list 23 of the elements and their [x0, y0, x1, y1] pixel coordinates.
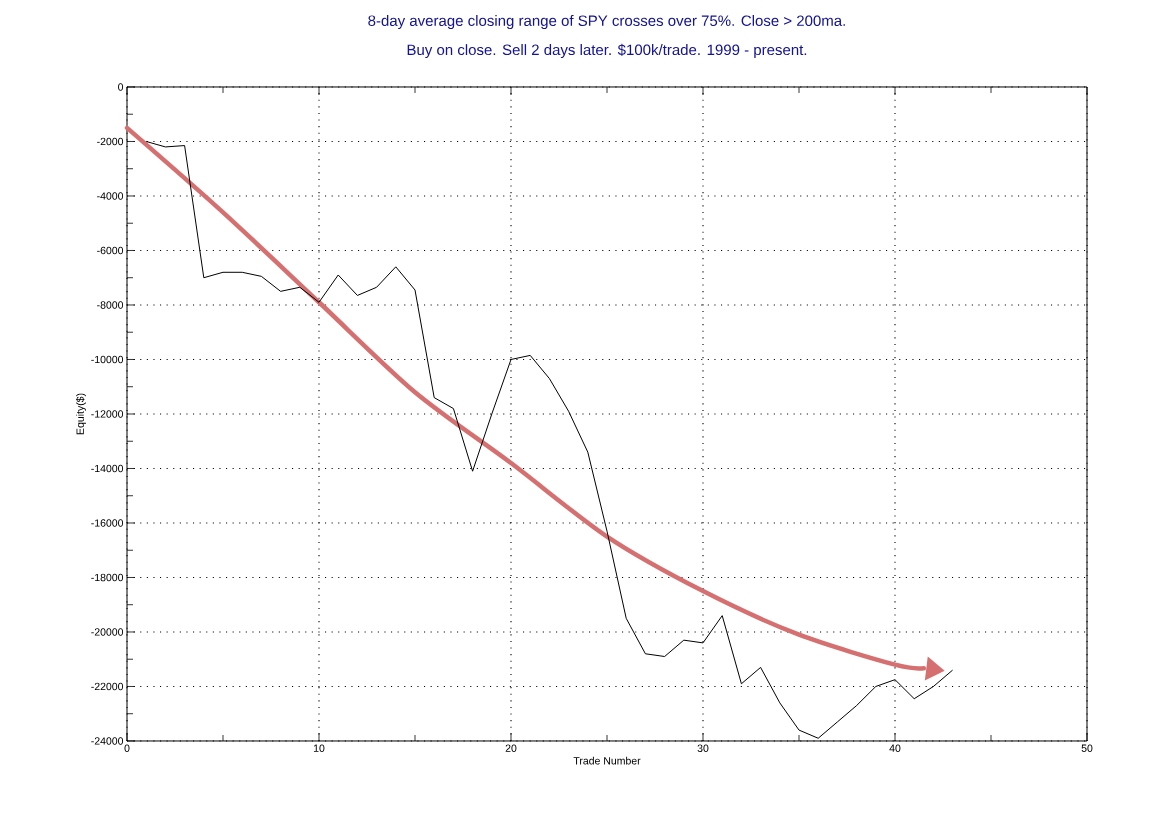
chart-title: 8-day average closing range of SPY crosses over 75%. Close > 200ma. — [368, 14, 845, 29]
y-tick-label: -6000 — [97, 246, 124, 255]
y-tick-label: -2000 — [97, 137, 124, 146]
x-tick-label: 10 — [313, 744, 325, 752]
x-tick-label: 0 — [124, 744, 130, 752]
y-tick-label: -8000 — [97, 301, 124, 309]
y-tick-label: -14000 — [91, 464, 124, 473]
chart-subtitle: Buy on close. Sell 2 days later. $100k/trade. 1999 - present. — [407, 43, 807, 59]
y-tick-label: 0 — [118, 83, 124, 91]
y-tick-label: -22000 — [91, 682, 124, 691]
y-tick-label: -24000 — [91, 737, 124, 745]
y-tick-label: -16000 — [91, 519, 124, 527]
y-tick-label: -20000 — [91, 628, 124, 636]
y-tick-label: -12000 — [91, 410, 124, 418]
y-axis-title: Equity($) — [76, 393, 86, 435]
y-tick-label: -4000 — [97, 192, 124, 200]
x-tick-label: 20 — [505, 744, 517, 752]
x-axis-title: Trade Number — [573, 756, 641, 765]
x-tick-label: 50 — [1081, 744, 1093, 752]
x-tick-label: 30 — [697, 744, 709, 752]
y-tick-label: -10000 — [91, 355, 124, 364]
y-tick-label: -18000 — [91, 573, 124, 582]
x-tick-label: 40 — [889, 744, 901, 752]
